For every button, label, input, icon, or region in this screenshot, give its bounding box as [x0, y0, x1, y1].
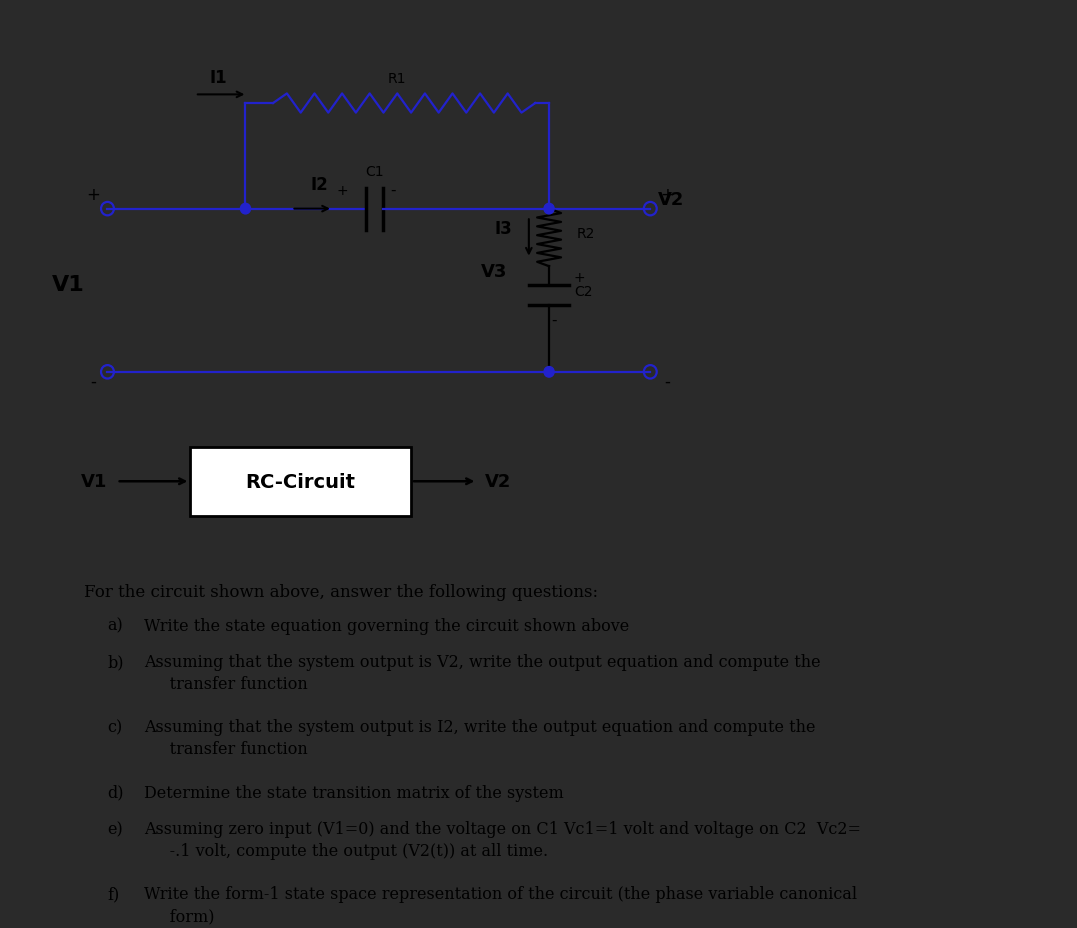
Text: V1: V1 — [53, 275, 85, 295]
Circle shape — [544, 204, 555, 214]
Text: I1: I1 — [209, 69, 226, 87]
Text: +: + — [574, 270, 586, 284]
Text: RC-Circuit: RC-Circuit — [246, 472, 355, 491]
Text: Assuming that the system output is I2, write the output equation and compute the: Assuming that the system output is I2, w… — [144, 718, 815, 757]
Text: I3: I3 — [494, 219, 512, 238]
Text: d): d) — [108, 784, 124, 801]
Text: R1: R1 — [388, 71, 406, 85]
Text: a): a) — [108, 617, 123, 634]
FancyBboxPatch shape — [191, 447, 411, 516]
Text: Assuming zero input (V1=0) and the voltage on C1 Vc1=1 volt and voltage on C2  V: Assuming zero input (V1=0) and the volta… — [144, 820, 862, 858]
Text: +: + — [660, 186, 674, 204]
Text: -: - — [663, 373, 670, 391]
Text: For the circuit shown above, answer the following questions:: For the circuit shown above, answer the … — [84, 584, 599, 600]
Text: V3: V3 — [480, 263, 507, 280]
Text: V2: V2 — [658, 190, 684, 209]
Text: +: + — [87, 186, 100, 204]
Text: -: - — [390, 183, 395, 198]
Circle shape — [544, 367, 555, 378]
Text: b): b) — [108, 653, 124, 670]
Circle shape — [240, 204, 251, 214]
Text: e): e) — [108, 820, 123, 837]
Text: Determine the state transition matrix of the system: Determine the state transition matrix of… — [144, 784, 564, 801]
Text: +: + — [336, 184, 348, 198]
Text: -: - — [551, 313, 557, 328]
Text: R2: R2 — [576, 227, 596, 241]
Text: I2: I2 — [310, 176, 328, 194]
Text: C2: C2 — [574, 285, 592, 299]
Text: V1: V1 — [81, 472, 108, 491]
Text: -: - — [90, 373, 97, 391]
Text: C1: C1 — [365, 165, 383, 179]
Text: V2: V2 — [485, 472, 512, 491]
Text: f): f) — [108, 885, 120, 902]
Text: Assuming that the system output is V2, write the output equation and compute the: Assuming that the system output is V2, w… — [144, 653, 821, 692]
Text: Write the state equation governing the circuit shown above: Write the state equation governing the c… — [144, 617, 630, 634]
Text: Write the form-1 state space representation of the circuit (the phase variable c: Write the form-1 state space representat… — [144, 885, 857, 924]
Text: c): c) — [108, 718, 123, 736]
